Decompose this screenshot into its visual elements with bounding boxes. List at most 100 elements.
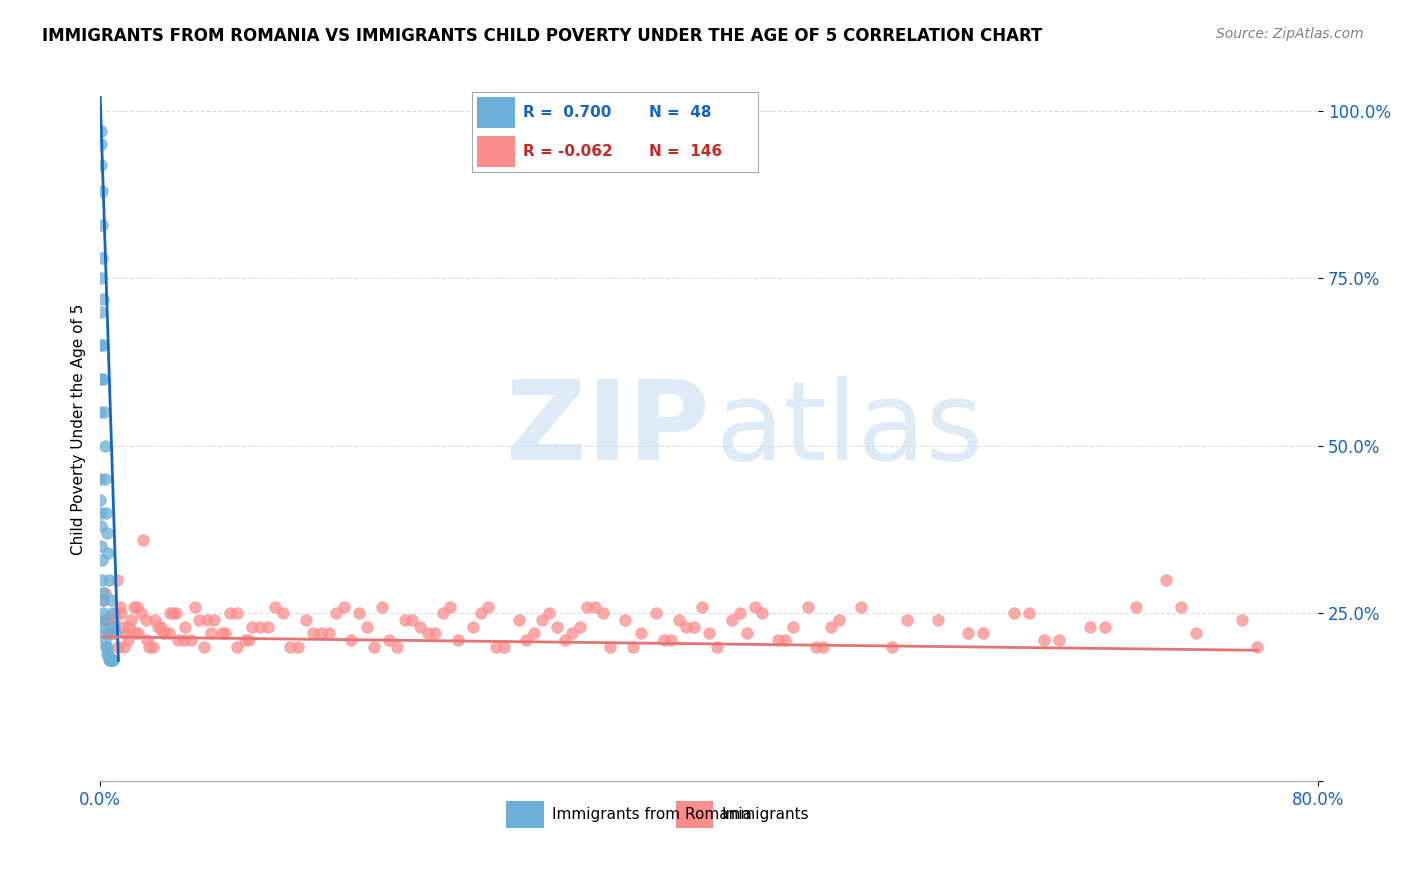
Point [91, 593, 114, 607]
Point [193, 640, 215, 654]
Point [280, 640, 302, 654]
Point [233, 633, 256, 648]
Point [138, 640, 160, 654]
Y-axis label: Child Poverty Under the Age of 5: Child Poverty Under the Age of 5 [72, 303, 86, 555]
Point [294, 613, 316, 627]
Point [264, 599, 287, 614]
Point [416, 626, 439, 640]
Point [325, 607, 347, 621]
Point [188, 613, 211, 627]
Point [508, 613, 530, 627]
Point [94, 472, 117, 486]
Point [1094, 620, 1116, 634]
Point [645, 607, 668, 621]
Point [599, 640, 621, 654]
Point [101, 653, 124, 667]
Point [110, 607, 132, 621]
Point [256, 620, 278, 634]
Point [820, 620, 842, 634]
Point [477, 599, 499, 614]
Point [104, 626, 127, 640]
Point [592, 607, 614, 621]
Text: atlas: atlas [716, 376, 984, 483]
Point [142, 640, 165, 654]
Point [621, 640, 644, 654]
Point [668, 613, 690, 627]
Point [108, 599, 131, 614]
Point [797, 599, 820, 614]
Point [162, 607, 184, 621]
Point [91, 252, 114, 266]
Point [1049, 633, 1071, 648]
Point [166, 633, 188, 648]
Point [127, 626, 149, 640]
Point [90, 540, 112, 554]
Point [89, 492, 111, 507]
Point [423, 626, 446, 640]
Point [576, 599, 599, 614]
Point [385, 640, 408, 654]
Point [827, 613, 849, 627]
Point [90, 553, 112, 567]
Point [125, 599, 148, 614]
Point [115, 626, 138, 640]
Point [97, 546, 120, 560]
Point [90, 372, 112, 386]
Point [249, 620, 271, 634]
Point [150, 620, 173, 634]
Point [91, 607, 114, 621]
Point [371, 599, 394, 614]
Point [568, 620, 591, 634]
Point [561, 626, 583, 640]
Text: IMMIGRANTS FROM ROMANIA VS IMMIGRANTS CHILD POVERTY UNDER THE AGE OF 5 CORRELATI: IMMIGRANTS FROM ROMANIA VS IMMIGRANTS CH… [42, 27, 1043, 45]
Point [851, 599, 873, 614]
Point [90, 506, 112, 520]
Point [91, 586, 114, 600]
Point [153, 626, 176, 640]
Point [89, 405, 111, 419]
Point [94, 640, 117, 654]
Point [271, 607, 294, 621]
Point [394, 613, 416, 627]
Point [91, 593, 114, 607]
Point [530, 613, 553, 627]
Point [96, 640, 118, 654]
Point [98, 573, 121, 587]
Point [183, 599, 205, 614]
Point [775, 633, 797, 648]
Point [554, 633, 576, 648]
Point [583, 599, 606, 614]
Point [93, 613, 115, 627]
Point [90, 184, 112, 198]
Point [180, 633, 202, 648]
Point [1230, 613, 1253, 627]
Point [103, 620, 125, 634]
Point [100, 626, 122, 640]
Point [100, 593, 122, 607]
Text: Source: ZipAtlas.com: Source: ZipAtlas.com [1216, 27, 1364, 41]
Point [101, 607, 124, 621]
Point [546, 620, 568, 634]
Point [1246, 640, 1268, 654]
Point [804, 640, 827, 654]
Point [90, 271, 112, 285]
Point [766, 633, 789, 648]
Point [896, 613, 918, 627]
Point [751, 607, 773, 621]
Point [690, 599, 713, 614]
Point [1154, 573, 1177, 587]
Point [122, 599, 145, 614]
Point [93, 626, 115, 640]
Point [1170, 599, 1192, 614]
Point [104, 607, 127, 621]
Point [1078, 620, 1101, 634]
Point [492, 640, 515, 654]
Point [200, 626, 222, 640]
Point [103, 613, 125, 627]
Point [1185, 626, 1208, 640]
Point [463, 620, 485, 634]
Point [211, 626, 233, 640]
Point [94, 633, 117, 648]
Point [880, 640, 903, 654]
Point [90, 338, 112, 352]
